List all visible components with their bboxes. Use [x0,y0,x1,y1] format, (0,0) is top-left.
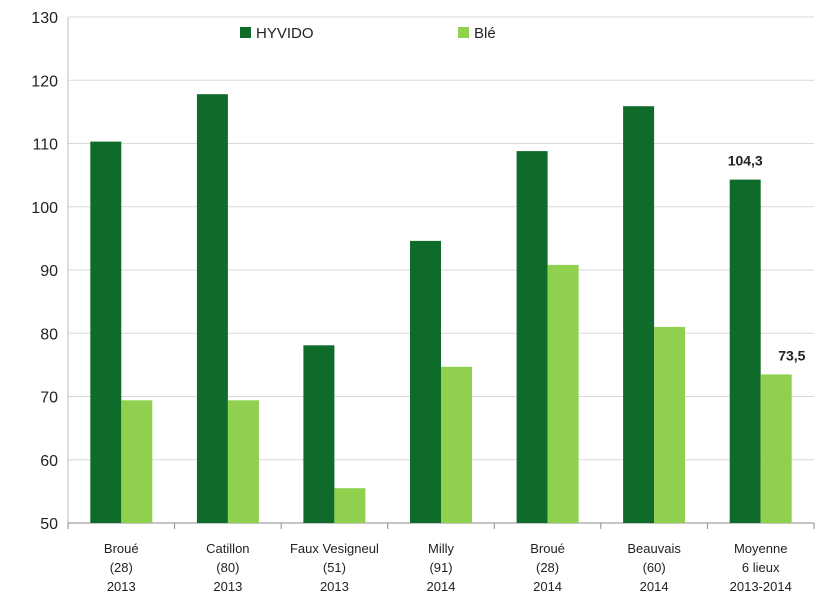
x-tick-label: (91) [429,560,452,575]
legend-swatch-ble [458,27,469,38]
x-tick-label: 2014 [640,579,669,594]
x-tick-label: Faux Vesigneul [290,541,379,556]
bar-ble [121,400,153,523]
y-tick-label: 60 [40,453,58,470]
legend-label: HYVIDO [256,25,314,42]
x-axis-labels: Broué (28) 2013 Catillon (80) 2013 Faux Vesign… [104,541,792,594]
y-axis-ticks: 50 60 70 80 90 100 110 120 130 [31,10,58,533]
x-tick-label: (80) [216,560,239,575]
y-tick-label: 50 [40,516,58,533]
bar-ble [227,400,259,523]
y-tick-label: 70 [40,390,58,407]
x-tick-label: (28) [536,560,559,575]
data-label: 73,5 [778,347,805,363]
bar-hyvido [196,94,228,523]
x-tick-label: (51) [323,560,346,575]
y-tick-label: 130 [31,10,58,27]
x-tick-label: 2013 [213,579,242,594]
bar-ble [760,374,792,523]
y-tick-label: 120 [31,73,58,90]
x-tick-label: 2014 [533,579,562,594]
x-tick-label: 2013 [107,579,136,594]
x-tick-label: (60) [643,560,666,575]
bar-hyvido [729,179,761,523]
bar-ble [547,264,579,523]
y-tick-label: 80 [40,326,58,343]
bars [90,94,792,523]
y-tick-label: 100 [31,200,58,217]
x-tick-label: 2013-2014 [730,579,792,594]
x-tick-label: Moyenne [734,541,787,556]
bar-hyvido [410,240,441,523]
x-tick-label: 2013 [320,579,349,594]
x-tick-label: (28) [110,560,133,575]
y-tick-label: 110 [32,137,58,154]
bar-hyvido [516,151,548,523]
legend-swatch-hyvido [240,27,251,38]
bar-hyvido [623,106,655,523]
x-tick-label: Milly [428,541,454,556]
bar-ble [441,366,472,523]
bar-ble [654,326,686,523]
data-label: 104,3 [728,153,763,169]
bar-hyvido [303,345,335,523]
x-tick-label: Catillon [206,541,249,556]
bar-hyvido [90,141,122,523]
data-labels: 104,3 73,5 [728,153,806,364]
bar-ble [334,488,366,523]
y-tick-label: 90 [40,263,58,280]
x-axis-tick-marks [67,523,815,529]
x-tick-label: Beauvais [627,541,681,556]
legend: HYVIDO Blé [240,25,496,42]
legend-label: Blé [474,25,496,42]
x-tick-label: Broué [530,541,565,556]
x-tick-label: Broué [104,541,139,556]
x-tick-label: 6 lieux [742,560,780,575]
x-tick-label: 2014 [427,579,456,594]
